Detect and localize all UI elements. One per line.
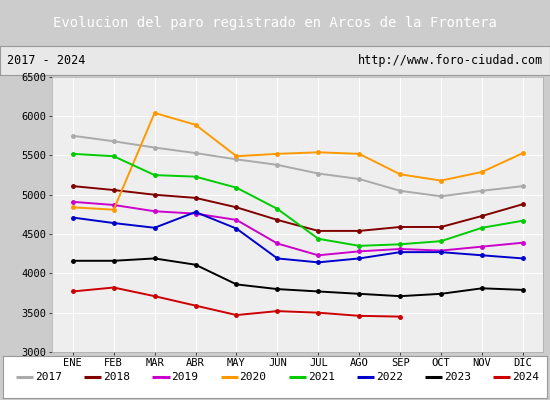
Text: 2017 - 2024: 2017 - 2024 — [7, 54, 85, 67]
Text: 2019: 2019 — [172, 372, 199, 382]
Text: 2021: 2021 — [307, 372, 334, 382]
Text: 2020: 2020 — [240, 372, 267, 382]
Text: 2017: 2017 — [35, 372, 62, 382]
Text: 2023: 2023 — [444, 372, 471, 382]
Text: 2024: 2024 — [512, 372, 539, 382]
Text: http://www.foro-ciudad.com: http://www.foro-ciudad.com — [358, 54, 543, 67]
Text: 2022: 2022 — [376, 372, 403, 382]
Text: 2018: 2018 — [103, 372, 130, 382]
Text: Evolucion del paro registrado en Arcos de la Frontera: Evolucion del paro registrado en Arcos d… — [53, 16, 497, 30]
